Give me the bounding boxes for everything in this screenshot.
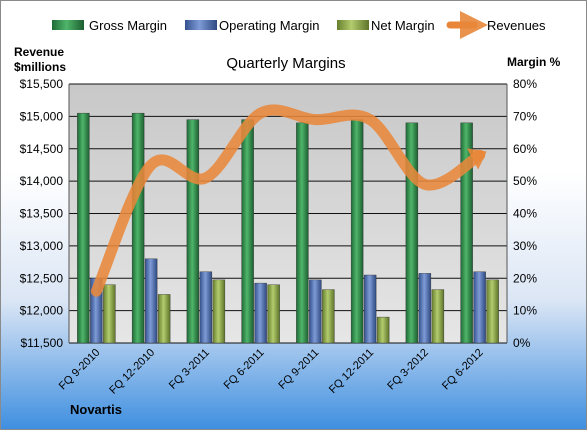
right-axis-title: Margin % [507, 55, 561, 69]
category-label: FQ 9-2011 [276, 347, 321, 392]
left-tick-label: $14,000 [20, 174, 64, 188]
net-margin-bar [157, 294, 171, 344]
operating-margin-bar [418, 273, 432, 344]
company-label: Novartis [70, 402, 122, 417]
gross-margin-bar [241, 119, 254, 344]
revenue-line-layer [90, 104, 487, 297]
gross-margin-bar [405, 122, 419, 344]
category-label: FQ 9-2010 [57, 347, 103, 393]
left-axis-title-line2: $millions [14, 60, 66, 74]
legend-item-operating-margin: Operating Margin [185, 18, 319, 33]
operating-margin-bar [199, 271, 213, 344]
gross-margin-bar [131, 112, 145, 344]
left-tick-label: $11,500 [21, 336, 64, 350]
revenue-line [90, 104, 486, 297]
left-tick-label: $15,000 [20, 109, 64, 123]
right-tick-label: 70% [513, 109, 537, 123]
net-margin-bar [322, 289, 335, 344]
left-tick-label: $13,500 [20, 207, 64, 221]
legend-label-gross-margin: Gross Margin [89, 18, 167, 33]
category-label: FQ 3-2012 [385, 347, 431, 393]
left-tick-label: $12,000 [20, 304, 64, 318]
gross-margin-bar [77, 112, 90, 344]
right-tick-label: 0% [513, 336, 531, 350]
net-margin-bar [212, 279, 226, 344]
operating-margin-bar [363, 274, 377, 344]
net-margin-bar [486, 279, 499, 344]
legend: Gross Margin Operating Margin Net Margin… [52, 11, 546, 39]
gross-margin-bar [186, 119, 200, 344]
category-label: FQ 6-2012 [440, 347, 486, 393]
left-tick-label: $13,000 [20, 239, 64, 253]
right-tick-label: 60% [513, 142, 537, 156]
operating-margin-bar [473, 271, 486, 344]
right-tick-label: 40% [513, 207, 537, 221]
category-label: FQ 12-2011 [327, 347, 376, 396]
legend-item-revenues: Revenues [446, 11, 546, 39]
right-tick-label: 30% [513, 239, 537, 253]
legend-item-gross-margin: Gross Margin [52, 18, 167, 33]
operating-margin-bar [309, 279, 322, 344]
legend-label-operating-margin: Operating Margin [219, 18, 319, 33]
right-tick-label: 80% [513, 77, 537, 91]
category-label: FQ 12-2010 [107, 347, 157, 397]
net-margin-bar [431, 289, 445, 344]
legend-swatch-operating-margin [185, 20, 217, 30]
right-tick-label: 10% [513, 304, 537, 318]
category-label: FQ 6-2011 [222, 347, 267, 392]
operating-margin-bar [144, 258, 158, 344]
legend-label-revenues: Revenues [487, 18, 546, 33]
gross-margin-bar [350, 119, 364, 344]
chart-title: Quarterly Margins [226, 55, 345, 72]
right-tick-label: 50% [513, 174, 537, 188]
gross-margin-bar [460, 122, 473, 344]
left-axis-title-line1: Revenue [14, 45, 64, 59]
net-margin-bar [103, 284, 116, 344]
net-margin-bar [376, 316, 390, 344]
revenue-arrowhead [466, 148, 487, 170]
left-tick-label: $14,500 [20, 142, 64, 156]
operating-margin-bar [254, 282, 267, 344]
legend-label-net-margin: Net Margin [371, 18, 435, 33]
legend-swatch-gross-margin [52, 20, 84, 30]
right-tick-label: 20% [513, 271, 537, 285]
left-tick-label: $15,500 [20, 77, 64, 91]
net-margin-bar [267, 284, 280, 344]
left-tick-label: $12,500 [20, 271, 64, 285]
gross-margin-bar [296, 122, 309, 344]
legend-swatch-net-margin [337, 20, 369, 30]
legend-item-net-margin: Net Margin [337, 18, 435, 33]
category-label: FQ 3-2011 [167, 347, 212, 392]
